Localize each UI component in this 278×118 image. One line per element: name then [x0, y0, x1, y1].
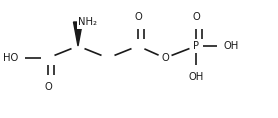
Text: NH₂: NH₂	[78, 17, 97, 27]
Text: HO: HO	[3, 53, 18, 63]
Text: OH: OH	[188, 72, 203, 82]
Polygon shape	[73, 22, 83, 46]
Text: O: O	[44, 82, 52, 92]
Text: O: O	[161, 53, 169, 63]
Text: O: O	[134, 12, 142, 22]
Text: OH: OH	[224, 41, 239, 51]
Text: P: P	[193, 41, 199, 51]
Text: O: O	[192, 12, 200, 22]
